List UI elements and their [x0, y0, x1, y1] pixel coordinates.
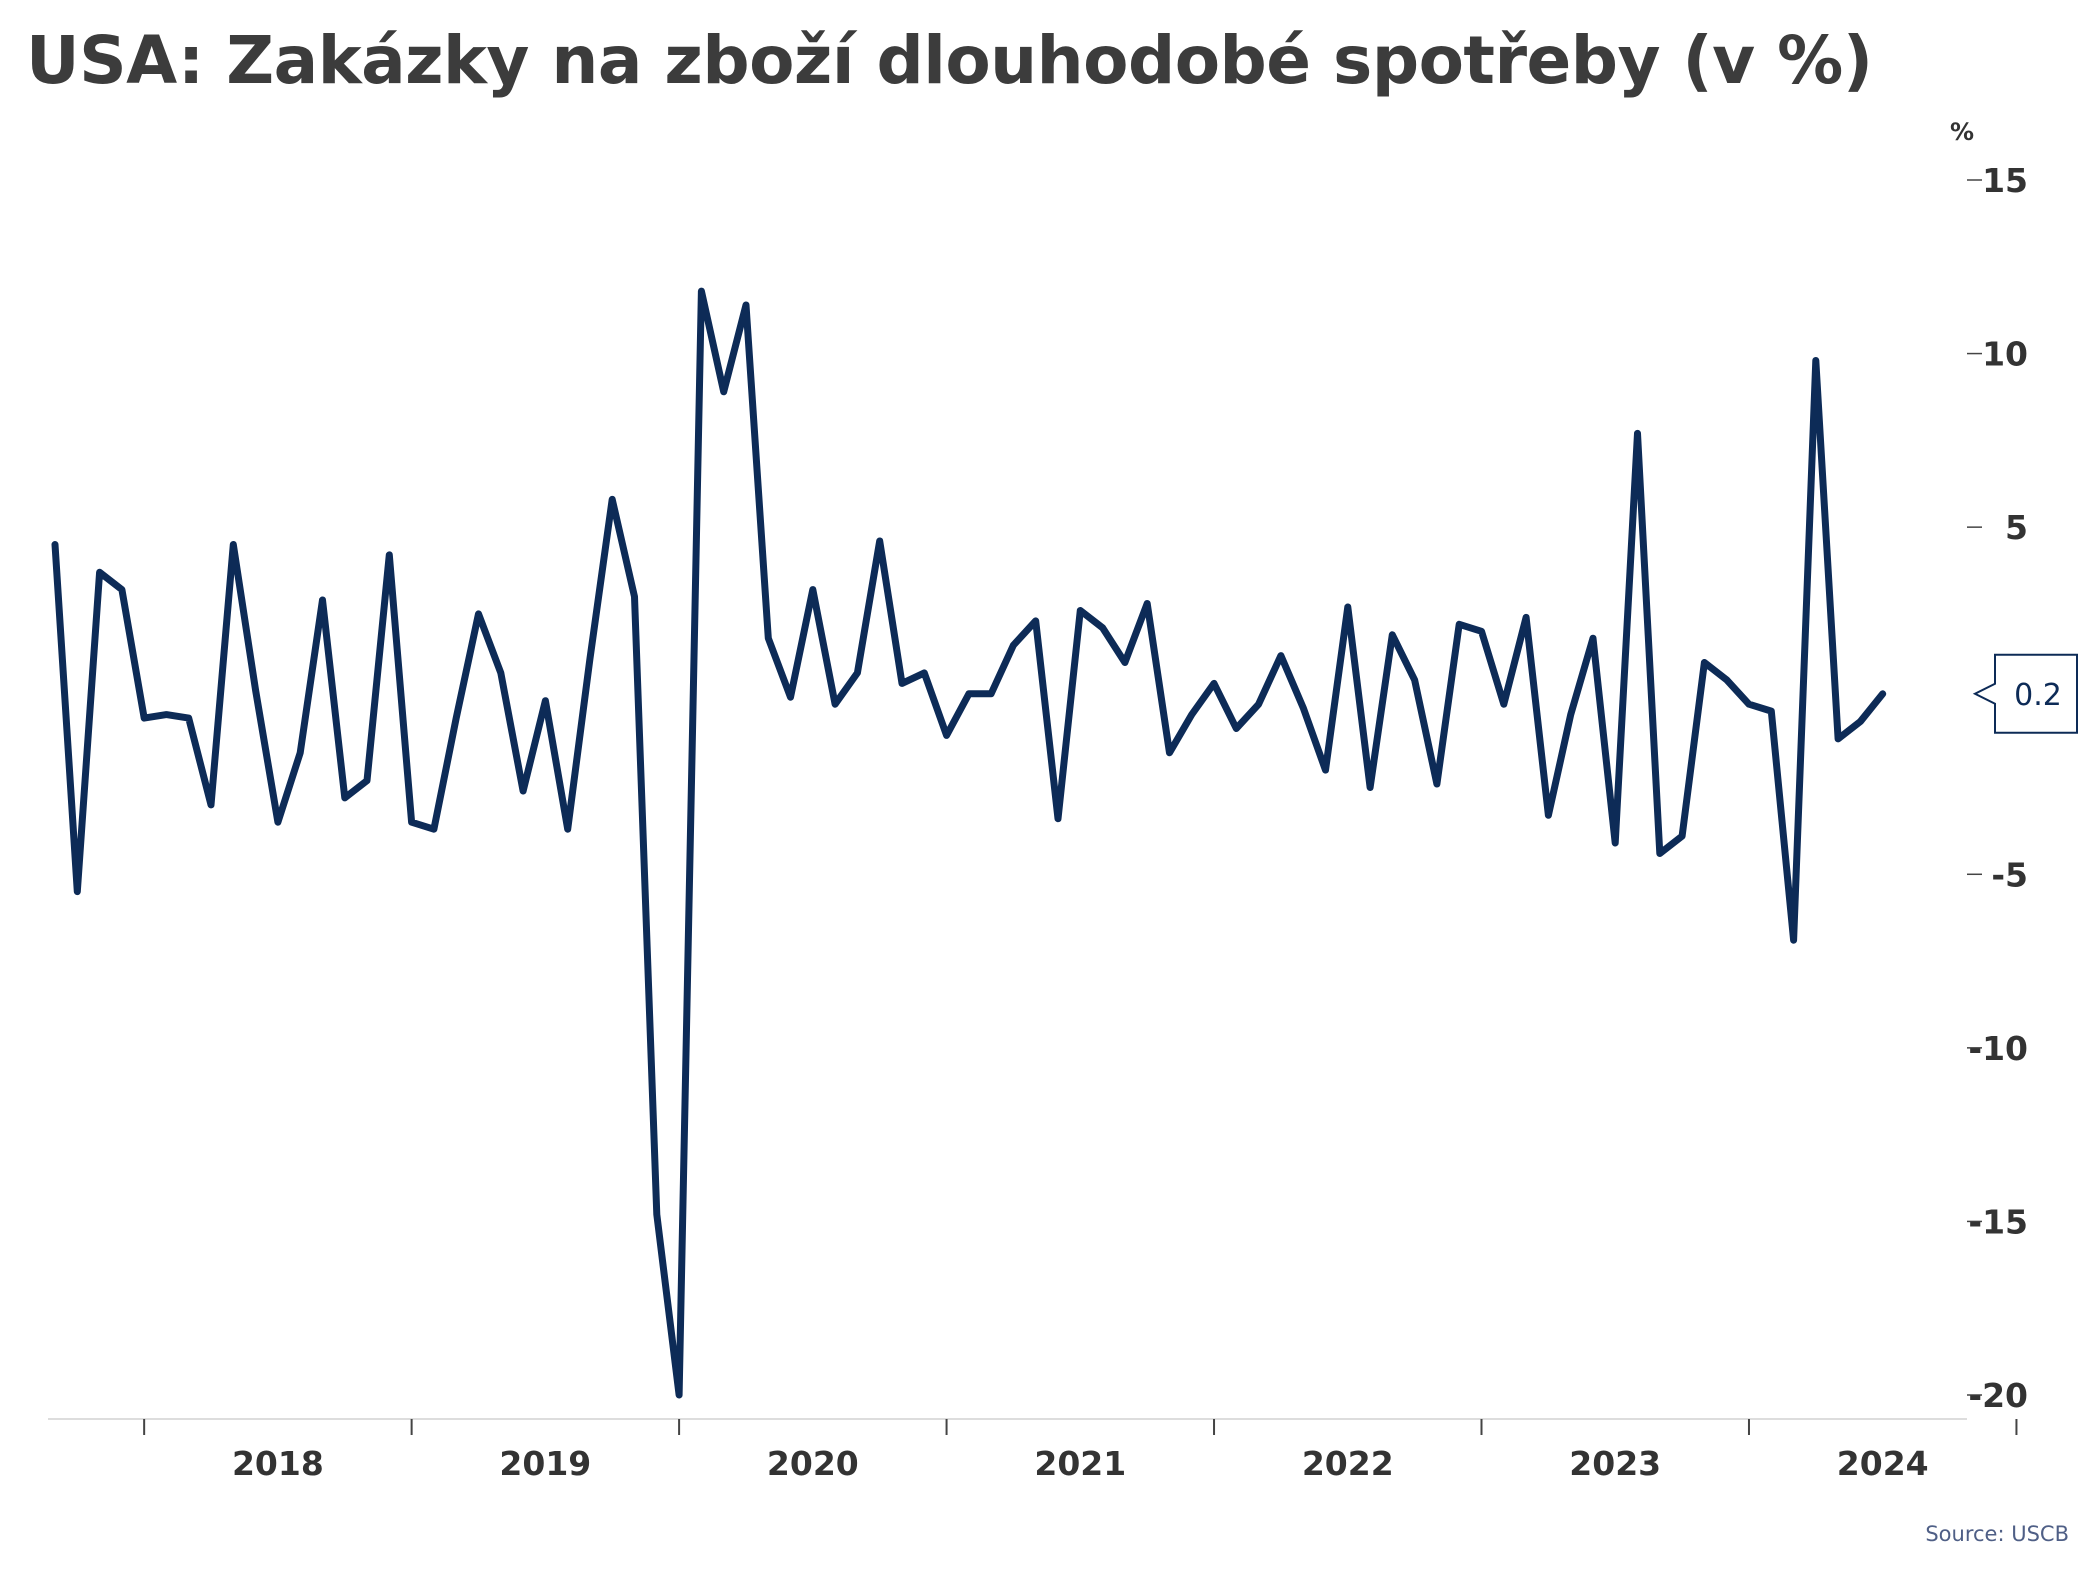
last-value-label: 0.2 [2014, 678, 2062, 713]
y-tick-label: -5 [1991, 855, 2028, 894]
x-tick-label: 2022 [1302, 1444, 1394, 1483]
y-tick-label: -15 [1968, 1202, 2028, 1241]
chart-title: USA: Zakázky na zboží dlouhodobé spotřeb… [26, 22, 1873, 99]
last-value-callout [1972, 653, 2078, 734]
x-tick-label: 2021 [1034, 1444, 1126, 1483]
y-tick-label: 5 [2005, 508, 2028, 547]
x-tick-label: 2019 [499, 1444, 591, 1483]
source-note: Source: USCB [1925, 1522, 2069, 1546]
series-line [51, 287, 1887, 1399]
x-tick-label: 2024 [1837, 1444, 1929, 1483]
chart-marks: 0.2 [51, 287, 2078, 1399]
y-axis-unit: % [1950, 118, 1974, 146]
y-tick-label: -20 [1968, 1376, 2028, 1415]
x-tick-label: 2018 [232, 1444, 324, 1483]
x-tick-label: 2023 [1569, 1444, 1661, 1483]
y-tick-label: 15 [1982, 161, 2028, 200]
x-tick-label: 2020 [767, 1444, 859, 1483]
y-tick-label: 10 [1982, 335, 2028, 374]
axes: 2018 2019 2020 2021 2022 2023 2024 15 10 5 -5 -10 -1… [48, 118, 2028, 1483]
y-tick-label: -10 [1968, 1029, 2028, 1068]
